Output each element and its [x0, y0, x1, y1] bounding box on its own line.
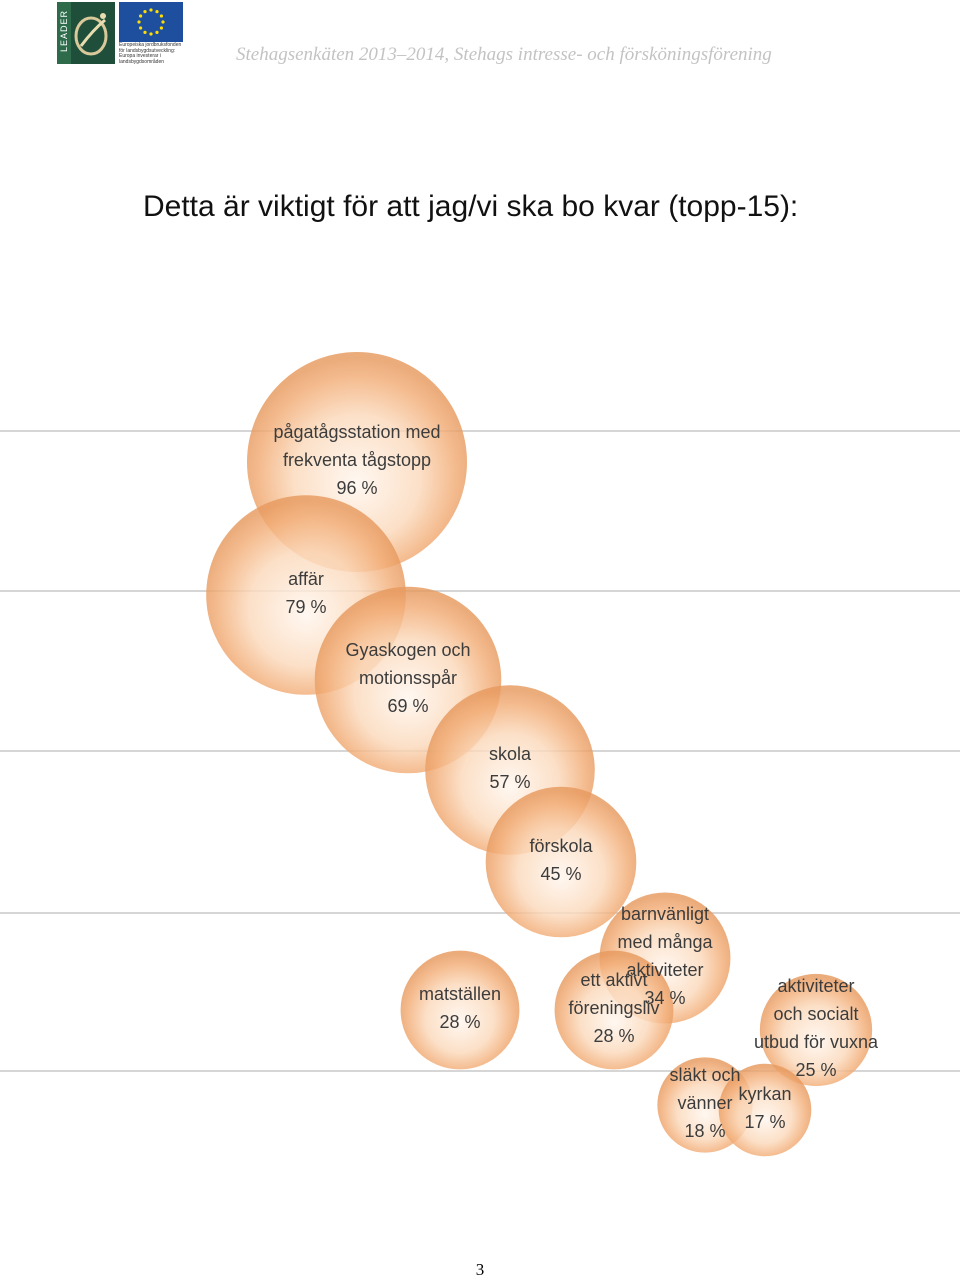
eu-stars-icon [137, 8, 165, 36]
bubble-value-4: 45 % [540, 864, 581, 884]
bubble-label-line-1-0: affär [288, 569, 324, 589]
eu-caption: Europeiska jordbruksfonden för landsbygd… [119, 42, 182, 65]
bubble-label-line-9-1: vänner [677, 1093, 732, 1113]
leader-logo: LEADER [57, 2, 115, 64]
bubble-value-3: 57 % [489, 772, 530, 792]
bubble-label-5: barnvänligt med många aktiviteter 34 % [617, 904, 713, 1008]
bubble-value-0: 96 % [336, 478, 377, 498]
page-title: Detta är viktigt för att jag/vi ska bo k… [143, 190, 799, 223]
bubble-label-1: affär 79 % [285, 569, 326, 617]
bubble-4 [485, 786, 637, 938]
chart-labels: pågatågsstation med frekventa tågstopp 96 … [273, 422, 879, 1141]
bubble-label-8: aktiviteter och socialt utbud för vuxna 25 … [754, 976, 879, 1080]
bubble-value-7: 28 % [593, 1026, 634, 1046]
bubble-label-6: matställen 28 % [419, 984, 501, 1032]
bubble-value-9: 18 % [684, 1121, 725, 1141]
bubble-label-line-10-0: kyrkan [738, 1084, 791, 1104]
bubble-7 [554, 950, 674, 1070]
bubble-label-line-0-0: pågatågsstation med [273, 422, 440, 442]
bubble-label-line-9-0: släkt och [669, 1065, 740, 1085]
bubble-chart: pågatågsstation med frekventa tågstopp 96 … [0, 352, 960, 1157]
bubble-label-line-2-0: Gyaskogen och [345, 640, 470, 660]
bubble-label-line-3-0: skola [489, 744, 532, 764]
bubble-label-line-5-2: aktiviteter [626, 960, 703, 980]
header-logos: LEADER Europeiska jordbruksfonden för la… [57, 2, 183, 65]
leader-logo-strip [57, 2, 71, 64]
bubble-10 [718, 1063, 812, 1157]
bubble-label-line-5-0: barnvänligt [621, 904, 709, 924]
bubble-value-6: 28 % [439, 1012, 480, 1032]
bubble-label-10: kyrkan 17 % [738, 1084, 791, 1132]
bubble-8 [759, 973, 873, 1087]
bubble-label-line-5-1: med många [617, 932, 713, 952]
bubble-label-line-4-0: förskola [529, 836, 593, 856]
eu-flag [119, 2, 183, 42]
bubble-label-line-8-2: utbud för vuxna [754, 1032, 879, 1052]
bubble-label-line-8-1: och socialt [773, 1004, 858, 1024]
bubble-label-4: förskola 45 % [529, 836, 593, 884]
bubble-label-line-6-0: matställen [419, 984, 501, 1004]
bubble-value-5: 34 % [644, 988, 685, 1008]
bubble-label-line-7-1: föreningsliv [568, 998, 659, 1018]
running-header: Stehagsenkäten 2013–2014, Stehags intres… [236, 44, 772, 65]
bubble-label-line-8-0: aktiviteter [777, 976, 854, 996]
bubble-label-line-0-1: frekventa tågstopp [283, 450, 431, 470]
bubble-label-line-2-1: motionsspår [359, 668, 457, 688]
bubble-value-1: 79 % [285, 597, 326, 617]
chart-bubbles [206, 352, 873, 1157]
bubble-value-2: 69 % [387, 696, 428, 716]
leader-emblem-icon [74, 13, 108, 56]
bubble-value-10: 17 % [744, 1112, 785, 1132]
page-number: 3 [475, 1260, 485, 1279]
bubble-label-7: ett aktivt föreningsliv 28 % [568, 970, 659, 1046]
bubble-value-8: 25 % [795, 1060, 836, 1080]
bubble-label-0: pågatågsstation med frekventa tågstopp 96 … [273, 422, 440, 498]
bubble-6 [400, 950, 520, 1070]
bubble-label-line-7-0: ett aktivt [580, 970, 647, 990]
bubble-label-9: släkt och vänner 18 % [669, 1065, 740, 1141]
bubble-label-2: Gyaskogen och motionsspår 69 % [345, 640, 470, 716]
bubble-label-3: skola 57 % [489, 744, 532, 792]
